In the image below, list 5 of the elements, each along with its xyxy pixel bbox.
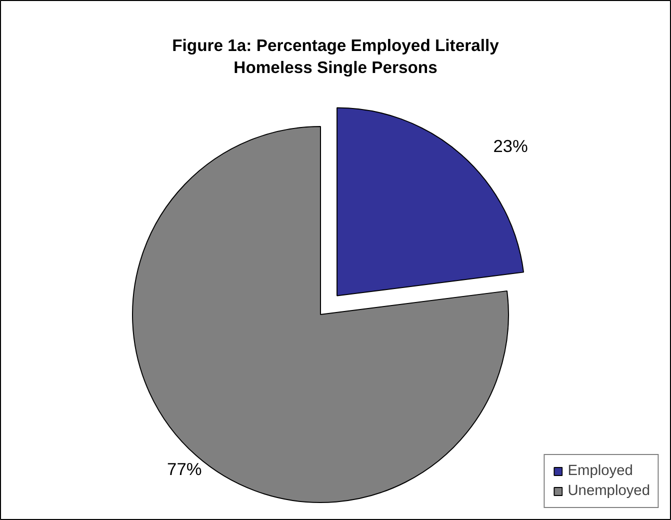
data-label: 77% [167,458,202,479]
chart-title: Figure 1a: Percentage Employed Literally Homeless Single Persons [172,36,500,77]
data-label: 23% [493,136,528,156]
legend-label: Employed [568,463,633,479]
legend-label: Unemployed [568,483,650,499]
